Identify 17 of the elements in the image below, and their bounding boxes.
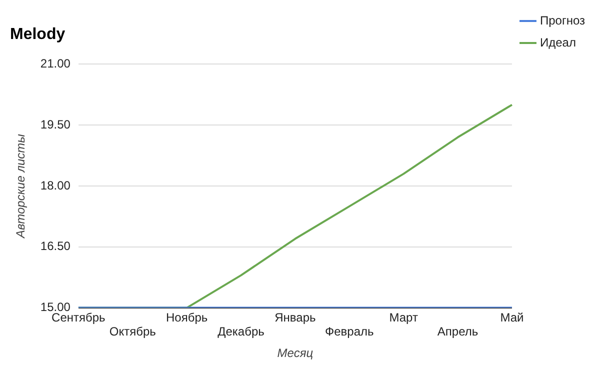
x-tick-label: Октябрь [109,324,156,339]
x-tick-label: Февраль [325,324,374,339]
x-tick-label: Апрель [437,324,478,339]
y-tick-label: 19.50 [40,117,71,132]
legend-label: Прогноз [540,13,586,28]
chart-title: Melody [10,26,66,44]
x-tick-label: Ноябрь [166,310,208,324]
y-tick-label: 16.50 [40,239,71,254]
x-tick-label: Январь [274,310,316,324]
legend-label: Идеал [540,35,576,50]
x-tick-label: Март [389,310,418,324]
x-axis-title: Месяц [277,346,314,360]
x-tick-label: Май [500,310,524,324]
y-tick-label: 18.00 [40,178,71,192]
y-tick-label: 21.00 [40,56,71,71]
y-axis-title: Авторские листы [14,134,28,239]
x-tick-label: Декабрь [218,324,264,339]
